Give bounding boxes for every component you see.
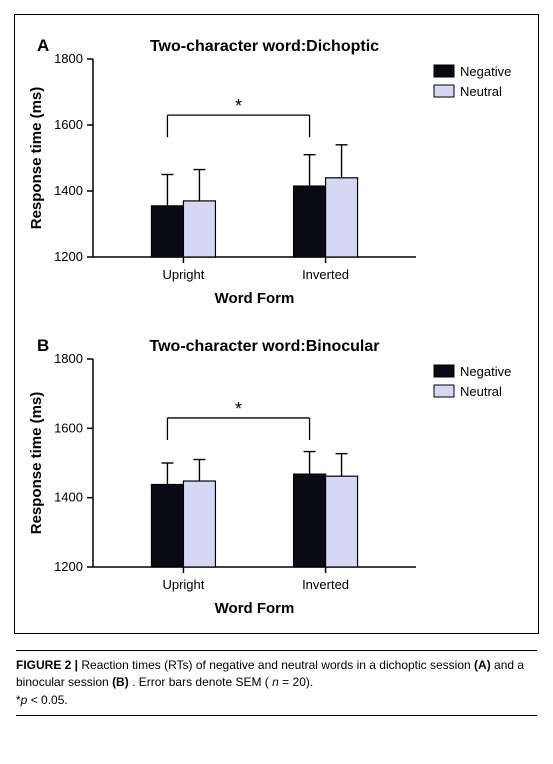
caption-t1: Reaction times (RTs) of negative and neu…: [81, 658, 474, 672]
panel-B: B Two-character word:Binocular 1200 1400 160…: [15, 319, 538, 629]
caption-n: n: [272, 675, 279, 689]
panel-A: A Two-character word:Dichoptic 1200 1400 160…: [15, 19, 538, 319]
caption-B: (B): [112, 675, 129, 689]
caption-line: FIGURE 2 | Reaction times (RTs) of negat…: [16, 658, 524, 707]
figure-label: FIGURE 2: [16, 658, 71, 672]
svg-text:Upright: Upright: [162, 577, 204, 592]
svg-text:1400: 1400: [54, 490, 83, 505]
svg-text:*: *: [235, 96, 242, 116]
chart-B: B Two-character word:Binocular 1200 1400 160…: [15, 319, 536, 629]
svg-text:Word Form: Word Form: [215, 290, 295, 307]
svg-text:Two-character word:Dichoptic: Two-character word:Dichoptic: [150, 38, 379, 55]
svg-text:1400: 1400: [54, 183, 83, 198]
svg-text:1200: 1200: [54, 559, 83, 574]
caption-t4: = 20).: [282, 675, 313, 689]
svg-text:Neutral: Neutral: [460, 84, 502, 99]
figure-container: A Two-character word:Dichoptic 1200 1400 160…: [0, 0, 553, 764]
svg-text:Response time (ms): Response time (ms): [28, 392, 45, 535]
svg-text:Response time (ms): Response time (ms): [28, 87, 45, 230]
svg-text:1800: 1800: [54, 51, 83, 66]
caption-rule-top: [16, 650, 537, 651]
svg-text:Two-character word:Binocular: Two-character word:Binocular: [150, 338, 380, 355]
svg-text:1800: 1800: [54, 351, 83, 366]
svg-text:B: B: [37, 336, 49, 355]
figure-caption: FIGURE 2 | Reaction times (RTs) of negat…: [14, 634, 539, 724]
svg-text:Neutral: Neutral: [460, 384, 502, 399]
caption-t3: . Error bars denote SEM (: [132, 675, 269, 689]
svg-text:Negative: Negative: [460, 64, 511, 79]
caption-sig-rest: < 0.05.: [27, 693, 67, 707]
svg-text:1200: 1200: [54, 249, 83, 264]
svg-text:Negative: Negative: [460, 364, 511, 379]
svg-text:1600: 1600: [54, 117, 83, 132]
svg-text:Inverted: Inverted: [302, 267, 349, 282]
svg-text:Upright: Upright: [162, 267, 204, 282]
svg-text:*: *: [235, 399, 242, 419]
svg-text:A: A: [37, 36, 49, 55]
svg-text:Word Form: Word Form: [215, 600, 295, 617]
caption-A: (A): [474, 658, 491, 672]
svg-text:Inverted: Inverted: [302, 577, 349, 592]
caption-rule-bottom: [16, 715, 537, 716]
plots-frame: A Two-character word:Dichoptic 1200 1400 160…: [14, 14, 539, 634]
svg-text:1600: 1600: [54, 420, 83, 435]
chart-A: A Two-character word:Dichoptic 1200 1400 160…: [15, 19, 536, 319]
